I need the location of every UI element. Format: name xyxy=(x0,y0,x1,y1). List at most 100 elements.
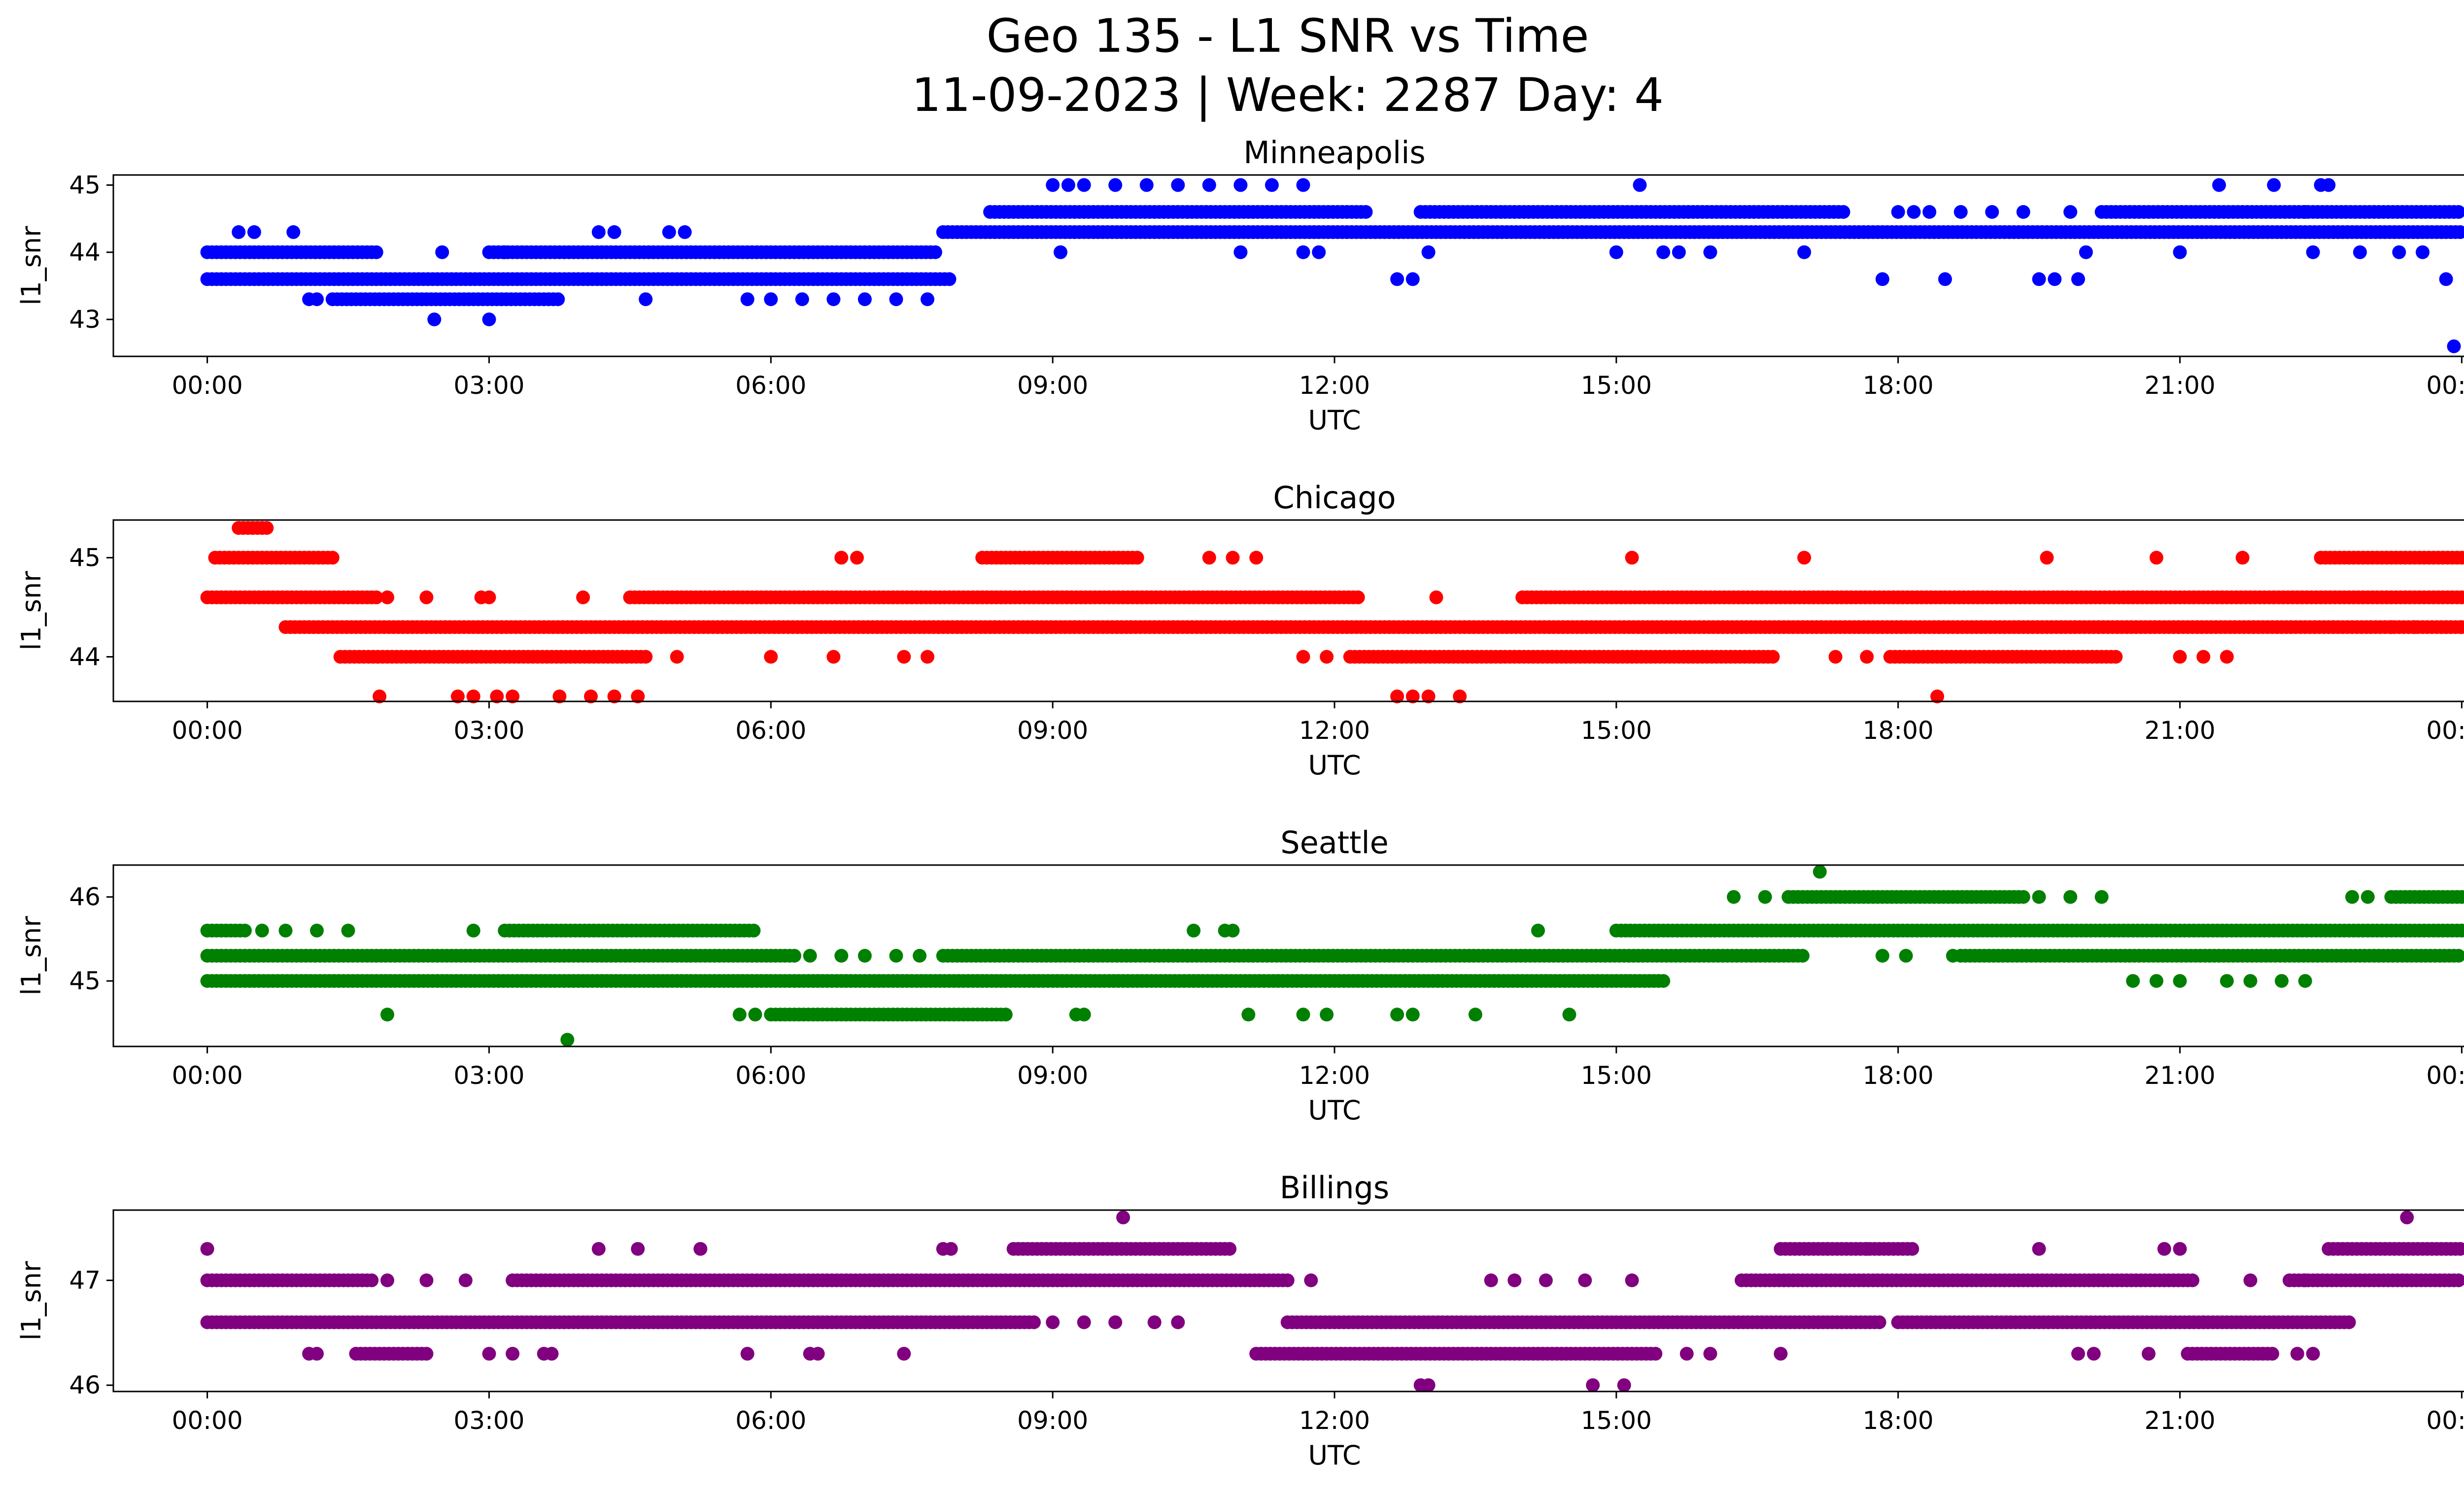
y-tick-label: 45 xyxy=(69,171,101,199)
data-point xyxy=(260,521,274,535)
data-point xyxy=(1672,245,1686,259)
x-tick-label: 00:00 xyxy=(172,1406,243,1435)
data-point xyxy=(1421,689,1436,703)
data-point xyxy=(2196,650,2211,664)
data-point xyxy=(2149,974,2163,988)
data-point xyxy=(2298,974,2312,988)
data-point xyxy=(1539,1273,1553,1287)
x-tick-label: 00:00 xyxy=(2426,371,2464,400)
subplot-seattle: Seattle 00:00 03:00 06:00 09:00 12:00 15:00 18:… xyxy=(16,825,2464,1126)
data-point xyxy=(341,923,355,938)
data-point xyxy=(897,650,911,664)
data-point xyxy=(1202,551,1216,565)
x-axis-label: UTC xyxy=(1308,1095,1361,1126)
data-point xyxy=(482,313,496,326)
data-point xyxy=(1359,205,1373,219)
data-point xyxy=(1922,205,1937,219)
data-point xyxy=(1296,245,1310,259)
data-point xyxy=(1656,974,1671,988)
data-point xyxy=(1241,1008,1256,1022)
data-point xyxy=(2063,205,2078,219)
data-point xyxy=(1108,1315,1123,1329)
data-point xyxy=(921,650,934,664)
data-point xyxy=(2109,650,2123,664)
x-tick-label: 21:00 xyxy=(2144,1061,2215,1090)
data-point xyxy=(2220,650,2234,664)
data-point xyxy=(1899,949,1913,963)
data-point xyxy=(857,949,872,963)
data-point xyxy=(1774,1347,1788,1361)
data-point xyxy=(2453,1242,2464,1256)
data-point xyxy=(2400,1210,2414,1224)
x-axis-label: UTC xyxy=(1308,1440,1361,1471)
data-point xyxy=(1027,1315,1041,1329)
data-point xyxy=(255,923,269,938)
data-point xyxy=(2439,620,2453,634)
data-point xyxy=(2275,974,2289,988)
y-axis-label: l1_snr xyxy=(16,226,47,306)
data-point xyxy=(1578,1273,1592,1287)
y-tick-label: 44 xyxy=(69,238,101,267)
data-point xyxy=(732,1008,747,1022)
data-point xyxy=(889,949,903,963)
x-tick-label: 00:00 xyxy=(172,1061,243,1090)
data-point xyxy=(2071,272,2085,286)
data-point xyxy=(2267,178,2281,192)
data-point xyxy=(2345,890,2359,904)
data-point xyxy=(1139,178,1154,192)
x-tick-label: 03:00 xyxy=(453,371,524,400)
data-point xyxy=(2173,1242,2187,1256)
data-point xyxy=(435,245,449,259)
data-point xyxy=(2452,205,2464,219)
data-point xyxy=(369,245,383,259)
data-point xyxy=(2040,551,2054,565)
data-point xyxy=(2298,1273,2312,1287)
data-point xyxy=(944,1242,958,1256)
x-tick-label: 03:00 xyxy=(453,1406,524,1435)
data-layer xyxy=(200,521,2464,703)
data-point xyxy=(506,689,520,703)
data-point xyxy=(2048,272,2062,286)
data-point xyxy=(1875,949,1889,963)
data-point xyxy=(1946,949,1960,963)
data-point xyxy=(1249,551,1264,565)
data-point xyxy=(811,1347,825,1361)
y-axis-label: l1_snr xyxy=(16,571,47,651)
x-tick-label: 15:00 xyxy=(1581,1406,1652,1435)
x-tick-label: 00:00 xyxy=(172,716,243,745)
data-point xyxy=(466,689,480,703)
data-point xyxy=(2071,1347,2085,1361)
data-point xyxy=(2353,245,2367,259)
data-point xyxy=(740,1347,754,1361)
subplot-title: Billings xyxy=(1280,1170,1389,1206)
data-point xyxy=(2452,949,2464,963)
data-point xyxy=(490,689,504,703)
data-point xyxy=(1405,689,1420,703)
data-point xyxy=(2063,890,2078,904)
data-point xyxy=(998,1008,1013,1022)
data-point xyxy=(1054,245,1067,259)
subplot-minneapolis: Minneapolis 00:00 03:00 06:00 09:00 12:00 15:0… xyxy=(16,135,2464,436)
data-point xyxy=(373,689,387,703)
data-point xyxy=(1405,272,1420,286)
data-point xyxy=(552,689,567,703)
data-point xyxy=(1562,1008,1576,1022)
data-point xyxy=(1875,272,1889,286)
data-point xyxy=(678,225,692,239)
data-point xyxy=(1795,949,1810,963)
data-point xyxy=(1656,245,1671,259)
data-point xyxy=(2243,974,2258,988)
y-tick-label: 46 xyxy=(69,883,101,911)
data-point xyxy=(1304,1273,1318,1287)
data-point xyxy=(1860,1242,1874,1256)
data-point xyxy=(826,650,841,664)
data-point xyxy=(482,1347,496,1361)
x-axis-label: UTC xyxy=(1308,405,1361,436)
data-point xyxy=(607,225,621,239)
data-point xyxy=(2142,1347,2156,1361)
data-point xyxy=(1223,1242,1237,1256)
data-point xyxy=(1390,689,1404,703)
data-point xyxy=(2016,890,2030,904)
data-point xyxy=(419,1347,434,1361)
